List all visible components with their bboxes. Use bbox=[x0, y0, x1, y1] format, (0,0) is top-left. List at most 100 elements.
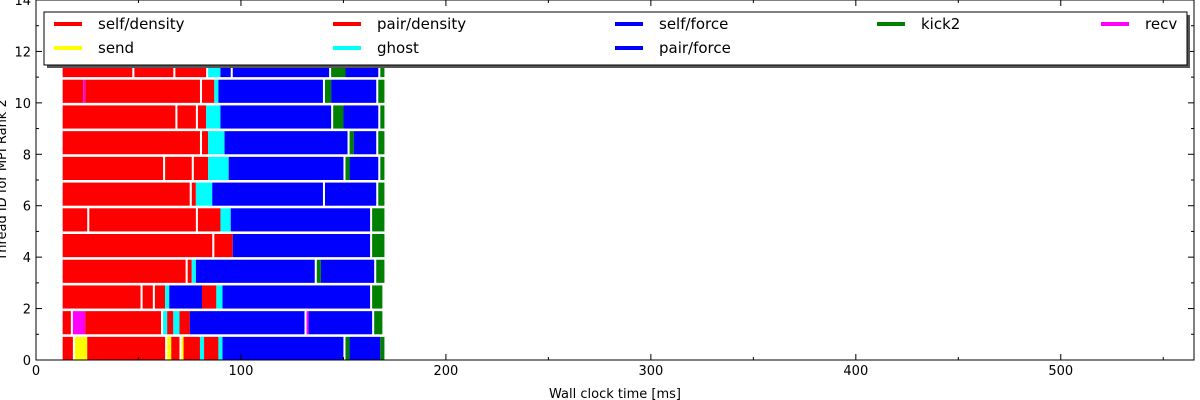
bar-thread4-seg0 bbox=[62, 234, 213, 258]
bar-thread8-seg3 bbox=[224, 131, 348, 155]
bar-thread6-seg3 bbox=[212, 182, 323, 206]
bar-thread5-seg1 bbox=[89, 208, 196, 232]
y-tick-label-0: 0 bbox=[23, 354, 31, 369]
legend-label-send: send bbox=[98, 39, 134, 57]
y-tick-label-8: 8 bbox=[23, 148, 31, 163]
ticks-layer: 0 100 200 300 400 500 0 2 4 6 8 10 12 14 bbox=[14, 0, 1194, 379]
bar-thread7-seg6 bbox=[349, 156, 379, 180]
legend-items: self/density pair/density self/force kick2 r… bbox=[54, 15, 1177, 57]
bar-thread2-seg7 bbox=[222, 285, 371, 309]
bar-thread0-seg6 bbox=[183, 336, 200, 360]
bar-thread2-seg0 bbox=[62, 285, 141, 309]
y-tick-label-4: 4 bbox=[23, 251, 31, 266]
y-tick-label-2: 2 bbox=[23, 303, 31, 318]
bar-thread10-seg3 bbox=[202, 79, 215, 103]
bar-thread9-seg4 bbox=[220, 105, 332, 129]
bar-thread3-seg4 bbox=[316, 259, 321, 283]
bar-thread7-seg4 bbox=[228, 156, 344, 180]
bar-thread5-seg3 bbox=[220, 208, 231, 232]
bar-thread1-seg10 bbox=[374, 311, 383, 335]
legend-label-pair-force: pair/force bbox=[659, 39, 731, 57]
bar-thread9-seg2 bbox=[197, 105, 207, 129]
bar-thread6-seg4 bbox=[324, 182, 377, 206]
bar-thread1-seg7 bbox=[189, 311, 305, 335]
bar-thread2-seg4 bbox=[169, 285, 203, 309]
bar-thread10-seg7 bbox=[331, 79, 377, 103]
bar-thread0-seg12 bbox=[349, 336, 381, 360]
bar-thread1-seg8 bbox=[306, 311, 309, 335]
bar-thread1-seg4 bbox=[167, 311, 174, 335]
bar-thread4-seg3 bbox=[372, 234, 385, 258]
bar-thread0-seg4 bbox=[171, 336, 180, 360]
bar-thread9-seg7 bbox=[380, 105, 385, 129]
legend: self/density pair/density self/force kick2 r… bbox=[43, 11, 1190, 68]
bar-thread7-seg3 bbox=[208, 156, 229, 180]
bar-thread0-seg13 bbox=[380, 336, 385, 360]
bar-thread9-seg0 bbox=[62, 105, 176, 129]
bar-thread0-seg1 bbox=[74, 336, 88, 360]
bar-thread3-seg5 bbox=[320, 259, 375, 283]
bar-thread2-seg3 bbox=[165, 285, 170, 309]
bar-thread10-seg1 bbox=[83, 79, 86, 103]
bar-thread1-seg9 bbox=[308, 311, 373, 335]
bar-thread10-seg8 bbox=[378, 79, 385, 103]
bar-thread7-seg0 bbox=[62, 156, 164, 180]
y-axis-label: Thread ID for MPI Rank 2 bbox=[0, 99, 10, 261]
x-tick-label-200: 200 bbox=[433, 364, 458, 379]
bar-thread0-seg0 bbox=[62, 336, 73, 360]
bar-thread9-seg1 bbox=[177, 105, 196, 129]
y-tick-label-14: 14 bbox=[14, 0, 31, 9]
bar-thread5-seg0 bbox=[62, 208, 88, 232]
bar-thread1-seg0 bbox=[62, 311, 71, 335]
bar-thread5-seg5 bbox=[372, 208, 385, 232]
bar-thread4-seg2 bbox=[232, 234, 371, 258]
bar-thread1-seg2 bbox=[85, 311, 162, 335]
bar-thread2-seg8 bbox=[372, 285, 383, 309]
bar-thread1-seg5 bbox=[173, 311, 180, 335]
y-tick-label-12: 12 bbox=[14, 45, 31, 60]
bar-thread2-seg6 bbox=[216, 285, 223, 309]
bar-thread6-seg1 bbox=[191, 182, 196, 206]
bar-thread7-seg1 bbox=[165, 156, 192, 180]
bar-thread0-seg2 bbox=[87, 336, 166, 360]
bar-thread0-seg3 bbox=[167, 336, 172, 360]
bar-thread0-seg7 bbox=[199, 336, 205, 360]
bar-thread9-seg3 bbox=[206, 105, 221, 129]
bar-thread9-seg5 bbox=[333, 105, 344, 129]
bar-thread7-seg5 bbox=[345, 156, 350, 180]
bar-thread1-seg1 bbox=[72, 311, 86, 335]
bar-thread0-seg10 bbox=[222, 336, 344, 360]
legend-label-pair-density: pair/density bbox=[377, 15, 466, 33]
legend-label-kick2: kick2 bbox=[921, 15, 960, 33]
bar-thread5-seg4 bbox=[230, 208, 371, 232]
bar-thread5-seg2 bbox=[197, 208, 221, 232]
bar-thread8-seg6 bbox=[378, 131, 385, 155]
bar-thread8-seg2 bbox=[208, 131, 225, 155]
y-tick-label-6: 6 bbox=[23, 200, 31, 215]
bar-thread2-seg2 bbox=[154, 285, 166, 309]
bar-thread6-seg0 bbox=[62, 182, 190, 206]
bar-thread10-seg4 bbox=[214, 79, 219, 103]
bar-thread0-seg11 bbox=[345, 336, 350, 360]
bar-thread4-seg1 bbox=[214, 234, 233, 258]
x-tick-label-300: 300 bbox=[638, 364, 663, 379]
bar-thread10-seg6 bbox=[324, 79, 332, 103]
x-tick-label-0: 0 bbox=[32, 364, 40, 379]
bar-thread7-seg2 bbox=[193, 156, 209, 180]
x-tick-label-400: 400 bbox=[843, 364, 868, 379]
bar-thread0-seg8 bbox=[204, 336, 219, 360]
bars-layer bbox=[62, 54, 385, 360]
bar-thread0-seg5 bbox=[181, 336, 184, 360]
legend-label-self-density: self/density bbox=[98, 15, 185, 33]
legend-label-self-force: self/force bbox=[659, 15, 728, 33]
bar-thread3-seg0 bbox=[62, 259, 186, 283]
y-tick-label-10: 10 bbox=[14, 97, 31, 112]
bar-thread10-seg5 bbox=[218, 79, 323, 103]
bar-thread3-seg1 bbox=[187, 259, 192, 283]
bar-thread9-seg6 bbox=[343, 105, 379, 129]
legend-label-ghost: ghost bbox=[377, 39, 419, 57]
bar-thread2-seg5 bbox=[202, 285, 217, 309]
x-tick-label-100: 100 bbox=[229, 364, 254, 379]
